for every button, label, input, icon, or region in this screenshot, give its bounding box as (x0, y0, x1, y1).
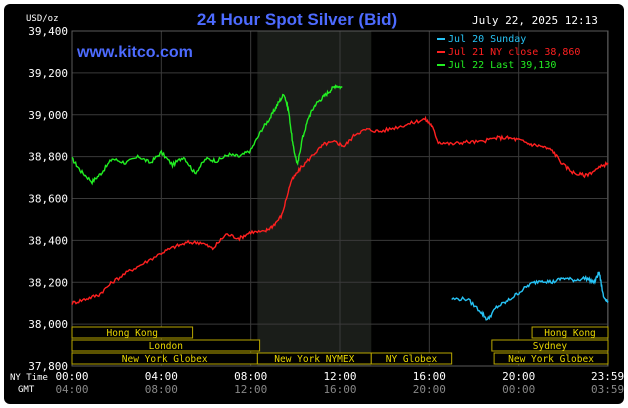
x-tick-gmt: 16:00 (323, 383, 356, 396)
x-tick-ny: 04:00 (145, 370, 178, 383)
kitco-brand: www.kitco.com (76, 44, 193, 61)
y-tick-label: 38,400 (28, 234, 68, 247)
session-label: NY Globex (386, 354, 438, 365)
session-label: Hong Kong (544, 328, 595, 339)
timestamp-label: July 22, 2025 12:13 (472, 14, 598, 27)
y-tick-label: 38,000 (28, 318, 68, 331)
chart-title: 24 Hour Spot Silver (Bid) (197, 10, 397, 29)
session-label: New York NYMEX (274, 354, 354, 365)
y-tick-label: 38,200 (28, 276, 68, 289)
chart-frame: 24 Hour Spot Silver (Bid) USD/oz July 22… (4, 4, 624, 404)
session-bar (493, 352, 609, 365)
y-tick-label: 38,800 (28, 151, 68, 164)
x-tick-gmt: 04:00 (55, 383, 88, 396)
series-line (71, 83, 343, 186)
session-label: New York Globex (122, 354, 208, 365)
session-label: Hong Kong (107, 328, 158, 339)
unit-label: USD/oz (26, 14, 59, 24)
y-tick-label: 37,800 (28, 360, 68, 373)
session-label: New York Globex (508, 354, 594, 365)
legend-entry: Jul 20 Sunday (448, 34, 526, 45)
y-tick-label: 39,400 (28, 25, 68, 38)
x-tick-ny: 23:59 (591, 370, 624, 383)
x-tick-gmt: 20:00 (413, 383, 446, 396)
market-sessions: Hong Kong Hong Kong London Sydney New York G… (71, 326, 609, 365)
session-label: London (149, 341, 183, 352)
legend-entry: Jul 22 Last 39,130 (448, 60, 556, 71)
x-axis-ticks: 00:0004:0004:0008:0008:0012:0012:0016:00… (55, 370, 624, 396)
x-tick-ny: 16:00 (413, 370, 446, 383)
silver-price-chart: 24 Hour Spot Silver (Bid) USD/oz July 22… (10, 10, 624, 396)
x-tick-gmt: 08:00 (145, 383, 178, 396)
x-tick-gmt: 03:59 (591, 383, 624, 396)
session-bar (370, 352, 453, 365)
ny-time-label: NY Time (10, 373, 48, 383)
y-tick-label: 39,200 (28, 67, 68, 80)
x-tick-gmt: 00:00 (502, 383, 535, 396)
session-bar (491, 339, 609, 352)
session-label: Sydney (533, 341, 568, 352)
x-tick-ny: 12:00 (323, 370, 356, 383)
legend-entry: Jul 21 NY close 38,860 (448, 47, 580, 58)
price-series (71, 83, 609, 321)
plot-border (71, 30, 609, 367)
y-tick-label: 38,600 (28, 193, 68, 206)
session-bar (71, 339, 261, 352)
gmt-label: GMT (18, 385, 35, 395)
legend: Jul 20 Sunday Jul 21 NY close 38,860 Jul 2… (437, 34, 580, 71)
series-line (71, 115, 609, 305)
session-bar (71, 326, 194, 339)
y-tick-label: 39,000 (28, 109, 68, 122)
plot-border-rect (71, 30, 609, 367)
x-tick-ny: 00:00 (55, 370, 88, 383)
y-axis-ticks: 39,400 39,200 39,000 38,800 38,600 38,400 38,2… (28, 25, 68, 373)
x-tick-ny: 20:00 (502, 370, 535, 383)
x-tick-gmt: 12:00 (234, 383, 267, 396)
x-tick-ny: 08:00 (234, 370, 267, 383)
series-line (451, 271, 609, 321)
session-bar (531, 326, 609, 339)
